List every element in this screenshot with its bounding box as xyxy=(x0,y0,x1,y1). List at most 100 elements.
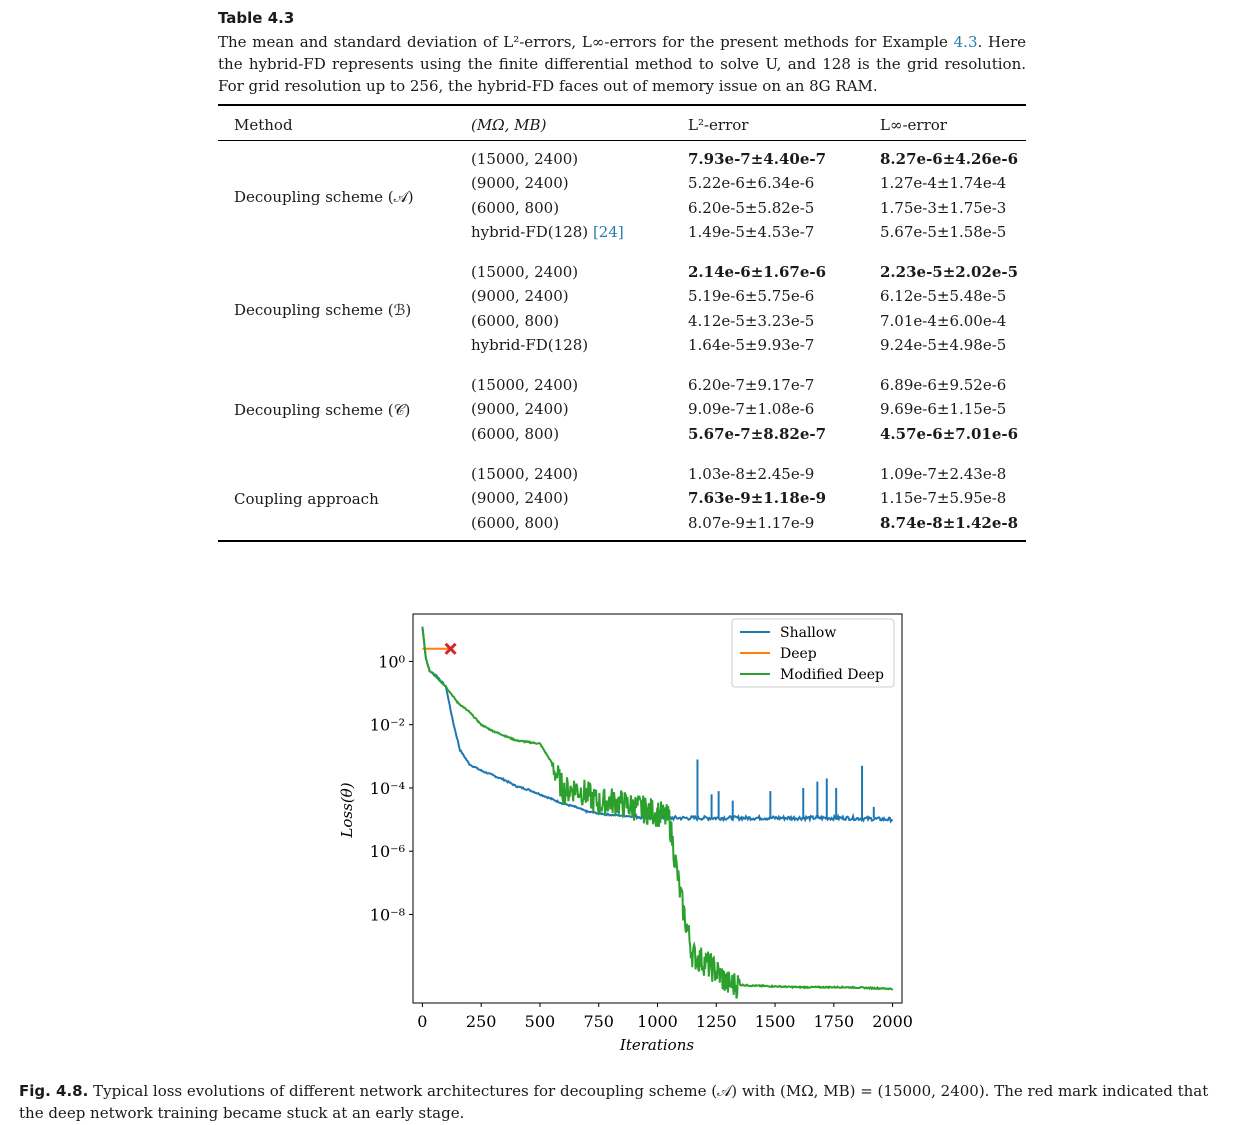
linf-error-cell: 4.57e-6±7.01e-6 xyxy=(880,424,1019,443)
config-text: hybrid-FD(128) xyxy=(471,335,589,354)
linf-error-cell: 6.89e-6±9.52e-6 xyxy=(880,376,1007,394)
linf-error-cell: 1.09e-7±2.43e-8 xyxy=(880,465,1007,483)
config-text: (9000, 2400) xyxy=(471,174,569,193)
method-label: Decoupling scheme (𝒜) xyxy=(234,187,414,206)
caption-text-cont: . Here the hybrid-FD represents using th… xyxy=(218,33,1027,95)
l2-error-cell: 8.07e-9±1.17e-9 xyxy=(688,513,815,532)
citation-link[interactable]: [24] xyxy=(592,222,624,241)
l2-error-cell: 9.09e-7±1.08e-6 xyxy=(688,400,815,419)
x-tick-label: 1000 xyxy=(637,1012,678,1031)
example-ref-link[interactable]: 4.3 xyxy=(953,33,978,51)
linf-error-cell: 8.27e-6±4.26e-6 xyxy=(880,150,1019,168)
linf-error-cell: 6.12e-5±5.48e-5 xyxy=(880,287,1007,306)
x-tick-label: 1750 xyxy=(813,1012,854,1031)
linf-error-cell: 9.24e-5±4.98e-5 xyxy=(880,335,1007,354)
l2-error-cell: 4.12e-5±3.23e-5 xyxy=(688,311,815,330)
legend-label-modified-deep: Modified Deep xyxy=(780,667,884,683)
l2-error-cell: 2.14e-6±1.67e-6 xyxy=(688,263,827,281)
config-text: (6000, 800) xyxy=(471,311,560,330)
config-cell: (9000, 2400) xyxy=(471,400,569,418)
config-text: (6000, 800) xyxy=(471,198,560,217)
y-tick-label: 10⁻⁶ xyxy=(370,842,405,861)
config-cell: hybrid-FD(128) [24] xyxy=(471,223,624,241)
config-cell: (9000, 2400) xyxy=(471,174,569,192)
config-text: (15000, 2400) xyxy=(471,150,579,168)
config-cell: (6000, 800) xyxy=(471,425,559,443)
figure-caption: Fig. 4.8. Typical loss evolutions of dif… xyxy=(19,1080,1224,1124)
x-tick-label: 250 xyxy=(466,1012,497,1031)
x-tick-label: 1500 xyxy=(755,1012,796,1031)
config-text: (9000, 2400) xyxy=(471,489,569,508)
plot-area: 0 250 500 750 1000 1250 1500 1750 2000 10⁰ 10⁻² 10⁻… xyxy=(370,613,913,1031)
y-tick-label: 10⁻⁸ xyxy=(370,905,405,924)
linf-error-cell: 2.23e-5±2.02e-5 xyxy=(880,263,1019,281)
header-method: Method xyxy=(234,116,293,134)
table-top-rule xyxy=(218,104,1026,106)
table-caption: The mean and standard deviation of L²-er… xyxy=(218,31,1026,97)
l2-error-cell: 7.63e-9±1.18e-9 xyxy=(688,489,827,508)
linf-error-cell: 7.01e-4±6.00e-4 xyxy=(880,311,1007,330)
l2-error-cell: 1.49e-5±4.53e-7 xyxy=(688,222,815,241)
config-cell: (6000, 800) xyxy=(471,514,559,532)
legend-label-deep: Deep xyxy=(780,646,817,662)
method-label: Coupling approach xyxy=(234,490,379,509)
y-tick-label: 10⁻² xyxy=(370,716,405,735)
figure-caption-text: Typical loss evolutions of different net… xyxy=(19,1082,1209,1122)
linf-error-cell: 8.74e-8±1.42e-8 xyxy=(880,513,1019,532)
l2-error-cell: 5.67e-7±8.82e-7 xyxy=(688,424,827,443)
legend-label-shallow: Shallow xyxy=(780,625,836,641)
method-label: Decoupling scheme (ℬ) xyxy=(234,300,412,319)
config-cell: (6000, 800) xyxy=(471,312,559,330)
config-cell: (15000, 2400) xyxy=(471,150,578,168)
y-tick-label: 10⁰ xyxy=(378,652,405,671)
config-text: (9000, 2400) xyxy=(471,287,569,306)
x-tick-label: 0 xyxy=(417,1012,427,1031)
linf-error-cell: 5.67e-5±1.58e-5 xyxy=(880,222,1007,241)
config-cell: (15000, 2400) xyxy=(471,376,578,394)
x-axis-label: Iterations xyxy=(619,1036,694,1054)
table-bottom-rule xyxy=(218,540,1026,542)
l2-error-cell: 5.22e-6±6.34e-6 xyxy=(688,174,815,193)
l2-error-cell: 6.20e-5±5.82e-5 xyxy=(688,198,815,217)
x-tick-label: 2000 xyxy=(872,1012,913,1031)
loss-chart: 0 250 500 750 1000 1250 1500 1750 2000 10⁰ 10⁻² 10⁻… xyxy=(338,613,913,1054)
l2-error-cell: 6.20e-7±9.17e-7 xyxy=(688,376,815,394)
config-cell: (6000, 800) xyxy=(471,199,559,217)
header-config: (MΩ, MB) xyxy=(471,116,547,134)
config-text: (15000, 2400) xyxy=(471,376,579,394)
y-axis-label: Loss(θ) xyxy=(338,782,356,838)
method-label: Decoupling scheme (𝒞) xyxy=(234,401,411,420)
table-label: Table 4.3 xyxy=(218,9,295,27)
caption-text: The mean and standard deviation of L²-er… xyxy=(218,33,954,51)
config-text: (6000, 800) xyxy=(471,513,560,532)
header-linf: L∞-error xyxy=(880,116,947,134)
config-cell: (15000, 2400) xyxy=(471,263,578,281)
linf-error-cell: 1.75e-3±1.75e-3 xyxy=(880,198,1007,217)
config-cell: (15000, 2400) xyxy=(471,465,578,483)
legend-box xyxy=(731,618,895,688)
linf-error-cell: 1.27e-4±1.74e-4 xyxy=(880,174,1007,193)
l2-error-cell: 5.19e-6±5.75e-6 xyxy=(688,287,815,306)
config-text: (15000, 2400) xyxy=(471,263,579,281)
config-cell: (9000, 2400) xyxy=(471,489,569,507)
config-cell: hybrid-FD(128) xyxy=(471,336,588,354)
linf-error-cell: 9.69e-6±1.15e-5 xyxy=(880,400,1007,419)
header-l2: L²-error xyxy=(688,116,749,134)
config-text: hybrid-FD(128) xyxy=(471,222,589,241)
l2-error-cell: 1.03e-8±2.45e-9 xyxy=(688,465,815,483)
config-text: (9000, 2400) xyxy=(471,400,569,419)
linf-error-cell: 1.15e-7±5.95e-8 xyxy=(880,489,1007,508)
stuck-marker-x-icon xyxy=(444,642,457,655)
series-line-modified-deep xyxy=(421,626,894,999)
config-text: (6000, 800) xyxy=(471,424,560,443)
chart-legend: Shallow Deep Modified Deep xyxy=(731,618,895,688)
x-tick-label: 1250 xyxy=(696,1012,737,1031)
config-cell: (9000, 2400) xyxy=(471,287,569,305)
table-header-rule xyxy=(218,140,1026,141)
x-tick-label: 500 xyxy=(525,1012,556,1031)
x-tick-label: 750 xyxy=(583,1012,614,1031)
l2-error-cell: 7.93e-7±4.40e-7 xyxy=(688,150,827,168)
config-text: (15000, 2400) xyxy=(471,465,579,483)
figure-label: Fig. 4.8. xyxy=(19,1082,89,1100)
l2-error-cell: 1.64e-5±9.93e-7 xyxy=(688,335,815,354)
